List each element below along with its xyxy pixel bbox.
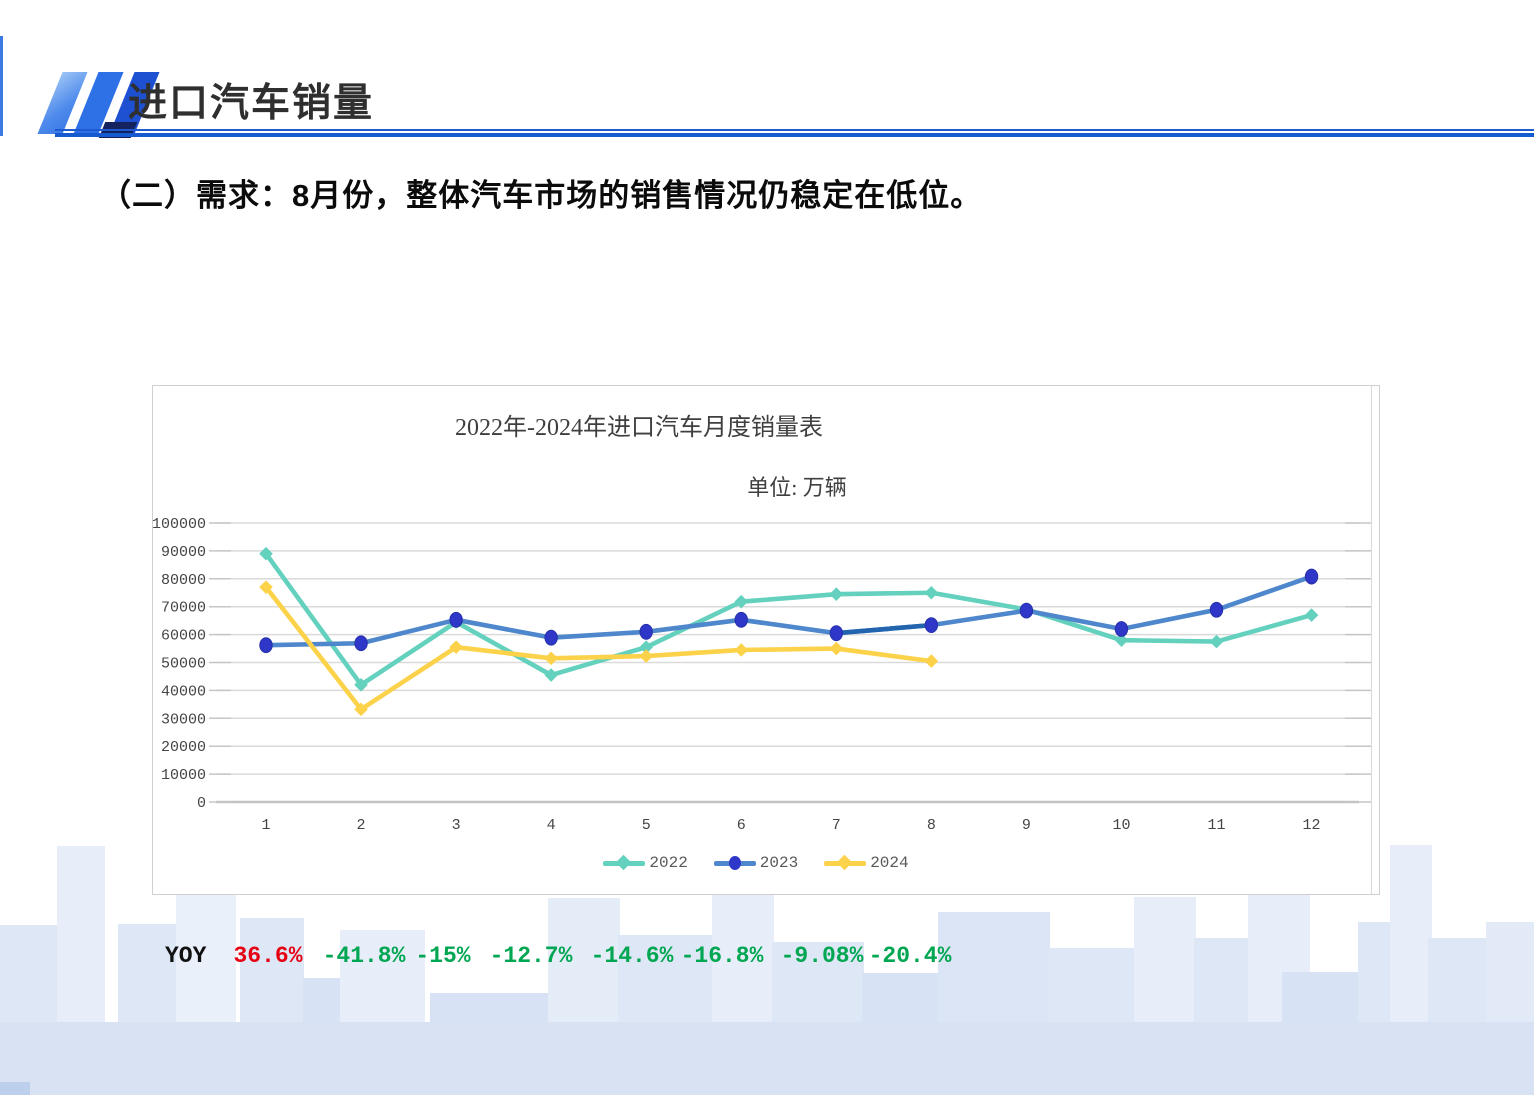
marker-2023 <box>1114 621 1129 637</box>
x-axis-label: 3 <box>452 817 461 834</box>
legend-marker-icon <box>603 854 646 870</box>
y-axis-label: 30000 <box>161 711 206 728</box>
marker-2022 <box>1209 634 1224 649</box>
skyline-bar <box>0 1082 30 1095</box>
header-rule-thin <box>55 129 1534 131</box>
marker-2022 <box>829 587 844 601</box>
left-edge-accent <box>0 36 3 136</box>
chart-unit-label: 单位: 万辆 <box>747 475 847 500</box>
chart-title: 2022年-2024年进口汽车月度销量表 <box>455 415 823 441</box>
x-axis-label: 1 <box>261 817 270 834</box>
page-title: 进口汽车销量 <box>128 82 375 125</box>
marker-2023 <box>259 637 273 654</box>
legend-item-2022: 2022 <box>603 854 688 872</box>
legend-marker-icon <box>713 855 756 870</box>
marker-2024 <box>449 640 463 654</box>
x-axis-label: 9 <box>1022 817 1031 834</box>
marker-2023 <box>449 611 463 628</box>
y-axis-label: 40000 <box>161 683 206 700</box>
yoy-label: YOY <box>165 943 207 969</box>
marker-2022 <box>544 668 558 682</box>
marker-2024 <box>639 649 653 663</box>
yoy-row: YOY 36.6% -41.8% -15% -12.7% -14.6% -16.8% -9.… <box>0 943 1534 973</box>
series-2024-line <box>263 584 934 712</box>
marker-2022 <box>354 678 368 692</box>
series-2022-line <box>263 551 1314 688</box>
marker-2022 <box>1304 608 1319 622</box>
legend-label: 2023 <box>759 854 799 872</box>
marker-2024 <box>829 641 844 656</box>
x-axis-label: 2 <box>357 817 366 834</box>
marker-2023 <box>924 617 939 634</box>
marker-2024 <box>924 654 939 668</box>
series-2023-dark-segment <box>833 622 934 636</box>
x-axis-label: 7 <box>832 817 841 834</box>
marker-2024 <box>734 643 749 657</box>
yoy-value: 36.6% <box>233 943 303 969</box>
marker-2022 <box>924 585 939 600</box>
y-axis-label: 80000 <box>161 572 206 589</box>
marker-2022 <box>1114 633 1129 647</box>
x-axis-label: 11 <box>1207 817 1225 834</box>
chart-plot-area: 0 10000 20000 30000 40000 50000 60000 70000 8000… <box>152 516 1372 834</box>
marker-2023 <box>639 623 653 640</box>
marker-2023 <box>829 625 843 642</box>
header-rule-thick <box>55 133 1534 137</box>
yoy-value: -9.08% <box>780 943 864 969</box>
x-axis-label: 8 <box>927 817 936 834</box>
y-axis-label: 20000 <box>161 739 206 756</box>
y-axis-label: 0 <box>197 795 206 812</box>
marker-2024 <box>544 651 558 666</box>
y-axis-label: 50000 <box>161 656 206 673</box>
y-axis-label: 60000 <box>161 628 206 645</box>
yoy-value: -15% <box>415 943 471 969</box>
legend-marker-shape <box>728 855 741 870</box>
x-axis-label: 10 <box>1112 817 1130 834</box>
y-axis-label: 90000 <box>161 544 206 561</box>
section-heading: （二）需求：8月份，整体汽车市场的销售情况仍稳定在低位。 <box>100 178 983 213</box>
marker-2022 <box>639 640 653 654</box>
marker-2023 <box>734 611 748 628</box>
y-axis-label: 100000 <box>153 516 206 533</box>
legend-label: 2022 <box>649 854 688 872</box>
marker-2023 <box>354 635 368 652</box>
legend-item-2024: 2024 <box>824 854 909 872</box>
series-2023-line <box>263 574 1314 648</box>
yoy-value: -20.4% <box>868 943 952 969</box>
x-axis-label: 12 <box>1303 817 1321 834</box>
x-axis-label: 4 <box>547 817 556 834</box>
y-axis-label: 10000 <box>161 767 206 784</box>
marker-2024 <box>354 702 368 717</box>
x-axis-label: 5 <box>642 817 651 834</box>
monthly-sales-chart: 0 10000 20000 30000 40000 50000 60000 70000 8000… <box>152 385 1380 895</box>
x-axis-label: 6 <box>737 817 746 834</box>
chart-legend: 2022 2023 2024 <box>153 854 1359 872</box>
marker-2023 <box>1209 601 1224 618</box>
marker-2024 <box>259 580 273 594</box>
legend-marker-shape <box>616 854 632 870</box>
skyline-bar <box>0 1022 1534 1095</box>
yoy-value: -14.6% <box>590 943 674 969</box>
legend-item-2023: 2023 <box>713 854 799 872</box>
chart-right-divider <box>1371 386 1372 894</box>
marker-2023 <box>1019 602 1034 619</box>
y-axis-label: 70000 <box>161 600 206 617</box>
marker-2023 <box>544 629 558 646</box>
legend-marker-shape <box>836 854 853 870</box>
legend-label: 2024 <box>870 854 909 872</box>
marker-2023 <box>1304 568 1319 585</box>
yoy-value: -12.7% <box>489 943 573 969</box>
legend-marker-icon <box>824 854 867 870</box>
yoy-value: -16.8% <box>680 943 764 969</box>
marker-2022 <box>259 546 273 561</box>
yoy-value: -41.8% <box>322 943 406 969</box>
